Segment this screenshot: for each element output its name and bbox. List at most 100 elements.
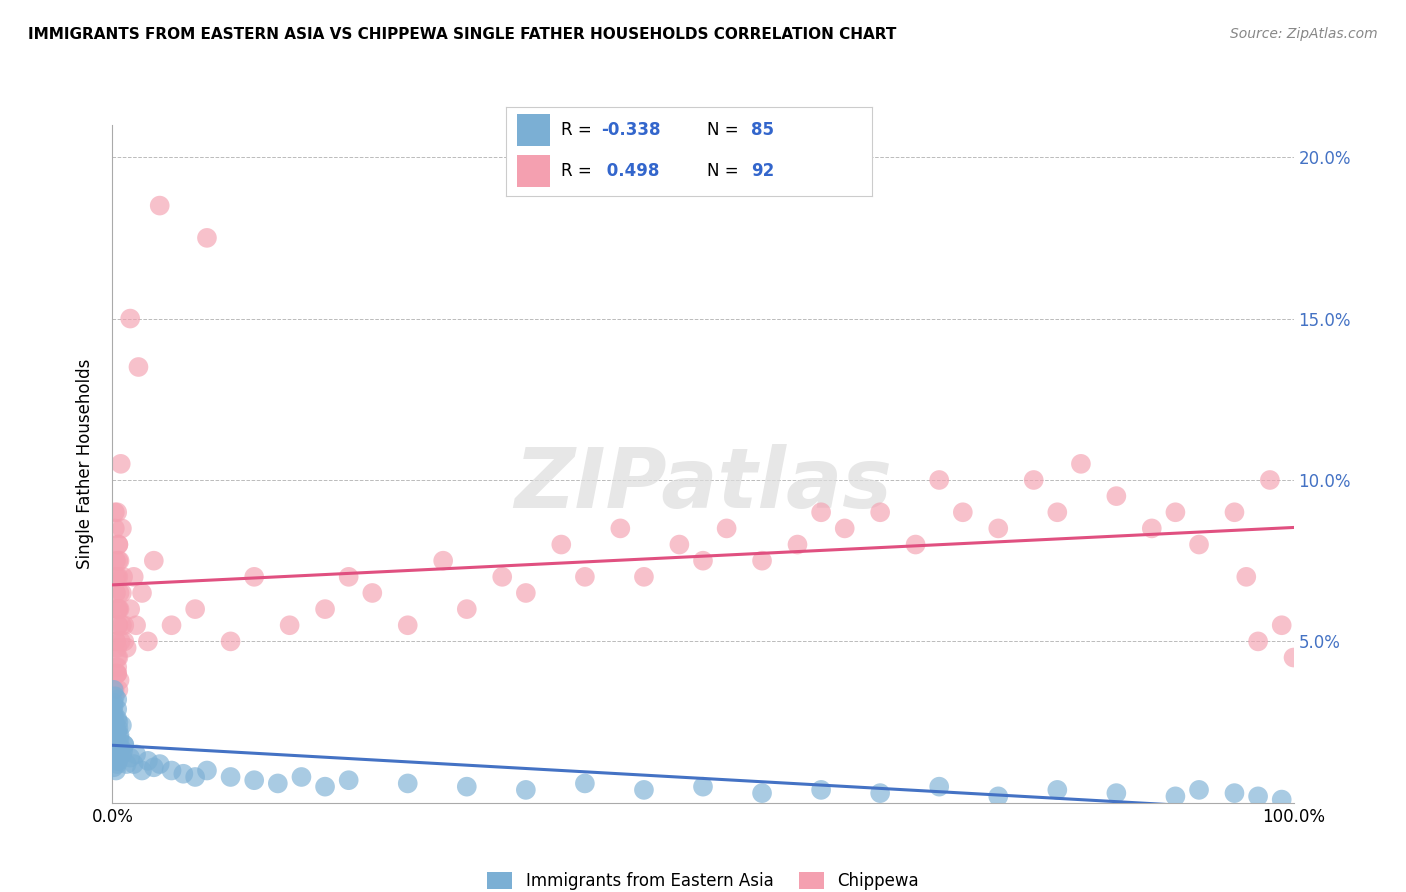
Point — [692, 780, 714, 794]
Point — [107, 602, 129, 616]
Point — [550, 537, 572, 551]
Point — [105, 740, 128, 755]
Point — [108, 586, 131, 600]
Point — [751, 786, 773, 800]
Point — [108, 673, 131, 687]
Point — [692, 554, 714, 568]
Point — [108, 728, 131, 742]
Point — [104, 731, 127, 746]
Point — [219, 770, 242, 784]
Text: -0.338: -0.338 — [602, 121, 661, 139]
Point — [120, 602, 142, 616]
Point — [107, 722, 129, 736]
Text: R =: R = — [561, 162, 598, 180]
Text: ZIPatlas: ZIPatlas — [515, 443, 891, 524]
Point — [337, 570, 360, 584]
Point — [1046, 505, 1069, 519]
Point — [1271, 792, 1294, 806]
Point — [107, 602, 129, 616]
Point — [108, 554, 131, 568]
Point — [609, 521, 631, 535]
Point — [122, 757, 145, 772]
Point — [869, 786, 891, 800]
Point — [105, 744, 128, 758]
Point — [361, 586, 384, 600]
Point — [104, 744, 127, 758]
Point — [103, 706, 125, 720]
Point — [105, 740, 128, 755]
Point — [107, 650, 129, 665]
Bar — [517, 155, 550, 187]
Point — [105, 640, 128, 655]
Bar — [517, 114, 550, 146]
Point — [160, 764, 183, 778]
Point — [491, 570, 513, 584]
Point — [105, 602, 128, 616]
Point — [243, 773, 266, 788]
Y-axis label: Single Father Households: Single Father Households — [76, 359, 94, 569]
Point — [125, 747, 148, 762]
Point — [105, 731, 128, 746]
Point — [110, 740, 132, 755]
Point — [105, 738, 128, 752]
Text: 85: 85 — [751, 121, 775, 139]
Point — [432, 554, 454, 568]
Point — [105, 750, 128, 764]
Point — [668, 537, 690, 551]
Text: Source: ZipAtlas.com: Source: ZipAtlas.com — [1230, 27, 1378, 41]
Point — [105, 666, 128, 681]
Point — [1247, 789, 1270, 804]
Point — [104, 505, 127, 519]
Point — [1105, 786, 1128, 800]
Point — [104, 738, 127, 752]
Point — [105, 570, 128, 584]
Point — [337, 773, 360, 788]
Point — [105, 722, 128, 736]
Point — [105, 650, 128, 665]
Point — [104, 682, 127, 697]
Point — [136, 634, 159, 648]
Point — [786, 537, 808, 551]
Point — [515, 783, 537, 797]
Point — [1140, 521, 1163, 535]
Point — [103, 698, 125, 713]
Point — [107, 618, 129, 632]
Point — [120, 311, 142, 326]
Point — [1070, 457, 1092, 471]
Point — [105, 505, 128, 519]
Point — [108, 731, 131, 746]
Point — [1164, 505, 1187, 519]
Point — [834, 521, 856, 535]
Point — [105, 738, 128, 752]
Point — [149, 198, 172, 212]
Point — [105, 734, 128, 748]
Point — [105, 634, 128, 648]
Point — [149, 757, 172, 772]
Point — [111, 586, 134, 600]
Point — [104, 718, 127, 732]
Point — [103, 760, 125, 774]
Point — [751, 554, 773, 568]
Point — [111, 618, 134, 632]
Point — [112, 570, 135, 584]
Point — [456, 602, 478, 616]
Point — [904, 537, 927, 551]
Point — [131, 764, 153, 778]
Point — [1282, 650, 1305, 665]
Point — [105, 634, 128, 648]
Text: IMMIGRANTS FROM EASTERN ASIA VS CHIPPEWA SINGLE FATHER HOUSEHOLDS CORRELATION CH: IMMIGRANTS FROM EASTERN ASIA VS CHIPPEWA… — [28, 27, 897, 42]
Point — [810, 783, 832, 797]
Point — [112, 738, 135, 752]
Point — [112, 634, 135, 648]
Point — [1022, 473, 1045, 487]
Point — [1188, 537, 1211, 551]
Point — [1164, 789, 1187, 804]
Point — [111, 718, 134, 732]
Point — [290, 770, 312, 784]
Point — [103, 696, 125, 710]
Point — [1223, 786, 1246, 800]
Point — [987, 789, 1010, 804]
Point — [104, 521, 127, 535]
Point — [103, 747, 125, 762]
Legend: Immigrants from Eastern Asia, Chippewa: Immigrants from Eastern Asia, Chippewa — [481, 865, 925, 892]
